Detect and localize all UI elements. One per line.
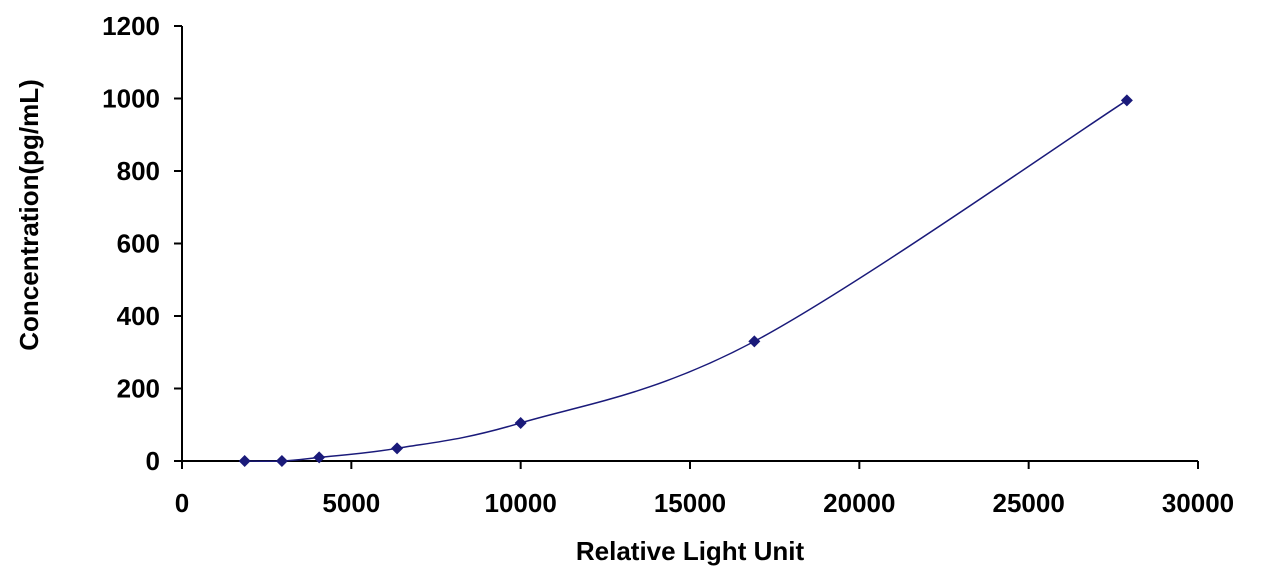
- y-tick-label: 1000: [102, 84, 160, 114]
- axes: [181, 26, 1198, 462]
- y-axis-title: Concentration(pg/mL): [14, 79, 44, 351]
- data-point-marker: [514, 416, 527, 429]
- y-tick-label: 1200: [102, 11, 160, 41]
- data-point-marker: [1120, 94, 1133, 107]
- y-tick-label: 800: [117, 156, 160, 186]
- data-point-marker: [313, 451, 326, 464]
- x-tick-label: 25000: [993, 488, 1065, 518]
- series-layer: [238, 94, 1133, 467]
- series-line: [244, 99, 1128, 463]
- y-tick-label: 600: [117, 229, 160, 259]
- data-point-marker: [391, 442, 404, 455]
- y-tick-label: 400: [117, 301, 160, 331]
- x-tick-label: 5000: [322, 488, 380, 518]
- x-axis-title: Relative Light Unit: [576, 536, 805, 566]
- x-ticks: 0 5000 10000 15000 20000 25000 30000: [175, 461, 1234, 518]
- x-tick-label: 15000: [654, 488, 726, 518]
- data-point-marker: [275, 455, 288, 467]
- y-tick-label: 0: [146, 446, 160, 476]
- data-point-marker: [238, 455, 251, 467]
- x-tick-label: 0: [175, 488, 189, 518]
- x-tick-label: 20000: [823, 488, 895, 518]
- x-tick-label: 10000: [485, 488, 557, 518]
- data-point-marker: [748, 335, 761, 348]
- y-ticks: 0 200 400 600 800 1000 1200: [102, 11, 182, 476]
- x-tick-label: 30000: [1162, 488, 1234, 518]
- y-tick-label: 200: [117, 374, 160, 404]
